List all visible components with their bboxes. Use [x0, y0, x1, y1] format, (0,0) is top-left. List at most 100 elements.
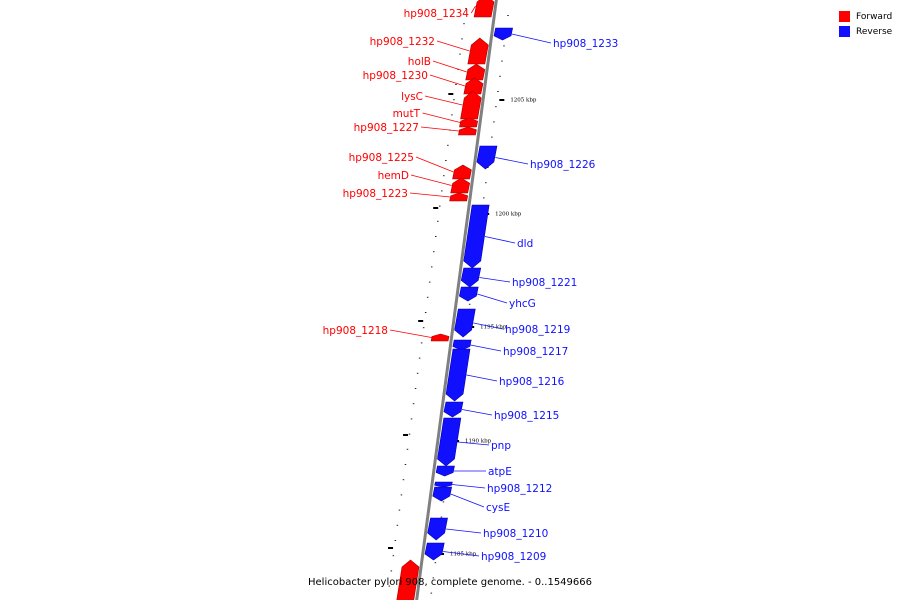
gene-block[interactable]: [465, 63, 486, 81]
gene-hp908_1232[interactable]: hp908_1232: [370, 36, 489, 65]
gene-block[interactable]: [459, 286, 479, 302]
gene-label[interactable]: hp908_1223: [343, 188, 408, 200]
gene-yhcG[interactable]: yhcG: [459, 286, 536, 310]
gene-hemD[interactable]: hemD: [378, 170, 471, 194]
gene-label[interactable]: hp908_1212: [487, 483, 552, 495]
gene-label[interactable]: hp908_1227: [354, 122, 419, 134]
gene-leader-line: [450, 493, 485, 508]
gene-cysE[interactable]: cysE: [432, 486, 510, 514]
gene-holB[interactable]: holB: [408, 56, 486, 81]
gene-block[interactable]: [443, 401, 464, 418]
gene-hp908_1218[interactable]: hp908_1218: [323, 325, 450, 342]
gene-hp908_1230[interactable]: hp908_1230: [363, 70, 484, 95]
gene-block[interactable]: [435, 465, 455, 477]
gene-block[interactable]: [430, 333, 450, 342]
gene-label[interactable]: lysC: [401, 91, 423, 103]
gene-label[interactable]: hp908_1210: [483, 528, 548, 540]
gene-block[interactable]: [493, 27, 513, 41]
gene-block[interactable]: [434, 481, 453, 488]
gene-leader-line: [389, 329, 432, 338]
gene-hp908_1221[interactable]: hp908_1221: [460, 267, 577, 289]
gene-label[interactable]: hp908_1225: [349, 152, 414, 164]
gene-hp908_1219[interactable]: hp908_1219: [454, 308, 571, 338]
gene-leader-line: [470, 344, 502, 352]
minor-tick-mark: [499, 75, 501, 77]
gene-hp908_1212[interactable]: hp908_1212: [434, 481, 553, 495]
legend-forward-label: Forward: [856, 11, 893, 22]
gene-hp908_1215[interactable]: hp908_1215: [443, 401, 559, 422]
gene-block[interactable]: [437, 417, 462, 467]
minor-tick-mark: [439, 205, 441, 207]
gene-label[interactable]: hp908_1230: [363, 70, 428, 82]
gene-unlabeled[interactable]: [396, 559, 420, 600]
gene-hp908_1225[interactable]: hp908_1225: [349, 152, 472, 180]
gene-label[interactable]: yhcG: [509, 298, 536, 310]
gene-hp908_1209[interactable]: hp908_1209: [424, 542, 546, 563]
gene-block[interactable]: [454, 308, 476, 338]
minor-tick-mark: [416, 372, 419, 374]
gene-block[interactable]: [476, 145, 498, 170]
gene-label[interactable]: hp908_1233: [553, 38, 618, 50]
gene-hp908_1216[interactable]: hp908_1216: [445, 348, 565, 402]
gene-hp908_1226[interactable]: hp908_1226: [476, 145, 596, 171]
gene-hp908_1217[interactable]: hp908_1217: [452, 339, 568, 358]
genome-backbone: [415, 0, 498, 600]
gene-block[interactable]: [458, 126, 477, 136]
gene-label[interactable]: dld: [517, 238, 533, 250]
gene-label[interactable]: pnp: [491, 440, 511, 452]
gene-label[interactable]: hp908_1219: [505, 324, 570, 336]
minor-tick-mark: [390, 570, 393, 572]
gene-block[interactable]: [467, 37, 489, 65]
gene-block[interactable]: [463, 204, 490, 269]
gene-label[interactable]: hp908_1232: [370, 36, 435, 48]
gene-block[interactable]: [473, 0, 495, 18]
kbp-tick-label: 1190 kbp: [465, 439, 492, 445]
minor-tick-mark: [426, 296, 429, 298]
gene-hp908_1210[interactable]: hp908_1210: [427, 517, 549, 541]
gene-block[interactable]: [445, 348, 471, 402]
gene-leader-line: [473, 322, 504, 330]
gene-label[interactable]: hp908_1218: [323, 325, 388, 337]
gene-block[interactable]: [460, 90, 482, 120]
gene-label[interactable]: hemD: [378, 170, 409, 182]
minor-tick-mark: [453, 99, 455, 101]
gene-block[interactable]: [452, 164, 472, 180]
gene-block[interactable]: [452, 339, 472, 351]
gene-hp908_1233[interactable]: hp908_1233: [493, 27, 618, 50]
gene-block[interactable]: [450, 177, 471, 194]
major-tick-mark: [388, 547, 394, 549]
gene-label[interactable]: cysE: [486, 502, 510, 514]
gene-label[interactable]: holB: [408, 56, 431, 68]
gene-hp908_1223[interactable]: hp908_1223: [343, 188, 469, 202]
minor-tick-mark: [487, 167, 489, 168]
gene-label[interactable]: hp908_1217: [503, 346, 568, 358]
minor-tick-mark: [394, 540, 397, 541]
gene-block[interactable]: [449, 192, 469, 202]
gene-block[interactable]: [396, 559, 420, 600]
gene-block[interactable]: [459, 117, 479, 128]
gene-dld[interactable]: dld: [463, 204, 534, 269]
gene-block[interactable]: [432, 486, 453, 502]
gene-hp908_1227[interactable]: hp908_1227: [354, 122, 477, 136]
minor-tick-mark: [493, 121, 495, 123]
gene-hp908_1234[interactable]: hp908_1234: [404, 0, 495, 20]
gene-leader-line: [429, 74, 466, 87]
gene-atpE[interactable]: atpE: [435, 465, 512, 478]
gene-label[interactable]: hp908_1226: [530, 159, 596, 171]
gene-label[interactable]: mutT: [393, 108, 421, 120]
gene-label[interactable]: hp908_1216: [499, 376, 565, 388]
minor-tick-mark: [434, 562, 437, 564]
gene-block[interactable]: [460, 267, 482, 288]
gene-label[interactable]: hp908_1215: [494, 410, 559, 422]
gene-label[interactable]: hp908_1209: [481, 551, 546, 563]
gene-mutT[interactable]: mutT: [393, 108, 479, 128]
gene-block[interactable]: [427, 517, 448, 541]
gene-label[interactable]: hp908_1234: [404, 8, 470, 20]
gene-label[interactable]: hp908_1221: [512, 277, 577, 289]
gene-block[interactable]: [424, 542, 445, 561]
gene-label[interactable]: atpE: [488, 466, 512, 478]
minor-tick-mark: [404, 464, 407, 465]
gene-leader-line: [484, 236, 516, 244]
gene-pnp[interactable]: pnp: [437, 417, 511, 467]
